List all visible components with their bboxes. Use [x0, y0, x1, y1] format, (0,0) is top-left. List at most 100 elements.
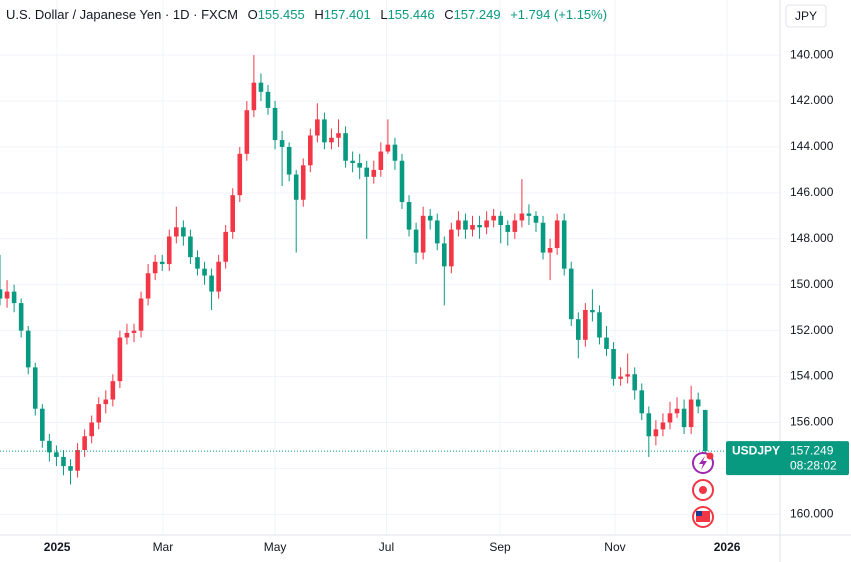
change: +1.794 (+1.15%): [510, 7, 607, 22]
x-tick-label: May: [264, 540, 287, 554]
candle-body: [674, 408, 680, 414]
header-title: U.S. Dollar / Japanese Yen · 1D · FXCM: [6, 7, 238, 22]
candle-body: [491, 215, 496, 221]
y-tick-label: 140.000: [790, 47, 834, 61]
candle-body: [554, 220, 560, 248]
ohlc-label: H: [314, 7, 323, 22]
event-icons: [692, 452, 714, 528]
y-tick-label: 148.000: [790, 231, 834, 245]
candle-body: [258, 82, 264, 92]
candle-body: [406, 202, 412, 230]
candle-body: [420, 215, 426, 253]
candle-body: [597, 312, 602, 338]
y-tick-label: 144.000: [790, 139, 834, 153]
candle-body: [138, 298, 144, 331]
candle-body: [54, 452, 59, 457]
candle-body: [498, 215, 504, 226]
y-tick-label: 154.000: [790, 369, 834, 383]
candle-body: [40, 408, 45, 441]
candle-body: [103, 399, 109, 405]
x-tick-label: 2026: [714, 540, 741, 554]
candle-body: [413, 229, 419, 253]
candle-body: [124, 332, 130, 338]
candle-body: [653, 429, 659, 437]
candle-body: [202, 268, 207, 276]
candle-body: [4, 291, 10, 299]
candle-body: [223, 231, 228, 262]
y-tick-label: 156.000: [790, 415, 834, 429]
candle-body: [145, 273, 151, 299]
ohlc-label: C: [444, 7, 453, 22]
candle-body: [456, 220, 461, 230]
candle-body: [89, 422, 94, 437]
ohlc-label: O: [248, 7, 258, 22]
candle-body: [32, 367, 38, 409]
candle-body: [477, 225, 482, 228]
candle-body: [159, 261, 165, 265]
y-tick-label: 152.000: [790, 323, 834, 337]
last-price-symbol: USDJPY: [732, 443, 780, 457]
candle-body: [25, 330, 31, 368]
event-glyph: [699, 456, 707, 470]
event-glyph: [699, 486, 707, 494]
candle-body: [611, 349, 616, 379]
candle-body: [639, 390, 645, 414]
candle-body: [216, 261, 221, 292]
x-tick-label: Nov: [604, 540, 625, 554]
header: U.S. Dollar / Japanese Yen · 1D · FXCM O…: [6, 7, 607, 22]
x-tick-label: Jul: [379, 540, 394, 554]
candle-body: [117, 337, 123, 382]
candle-body: [244, 110, 250, 154]
candle-body: [399, 160, 405, 203]
ohlc-value: 155.446: [388, 7, 435, 22]
candle-body: [131, 330, 137, 333]
ohlc-value: 157.401: [324, 7, 371, 22]
candle-body: [82, 436, 87, 451]
candle-body: [61, 456, 66, 467]
y-tick-label: 146.000: [790, 185, 834, 199]
candle-body: [688, 399, 694, 428]
y-tick-label: 160.000: [790, 507, 834, 521]
candle-body: [322, 119, 327, 143]
candle-body: [484, 220, 489, 228]
candle-body: [540, 222, 546, 253]
candle-body: [625, 374, 630, 377]
ohlc-label: L: [380, 7, 387, 22]
candle-body: [68, 466, 73, 471]
candle-body: [237, 153, 243, 196]
currency-box[interactable]: [785, 4, 827, 28]
candle-body: [681, 408, 687, 428]
candle-body: [583, 309, 588, 340]
candle-body: [166, 236, 172, 265]
candle-body: [385, 144, 391, 152]
candle-body: [174, 227, 179, 237]
candle-body: [329, 137, 334, 143]
candle-body: [96, 404, 102, 423]
candle-body: [702, 409, 708, 452]
candle-body: [547, 247, 553, 253]
event-glyph: [696, 511, 702, 516]
candle-body: [300, 165, 306, 200]
candle-body: [618, 376, 623, 379]
event-glyph: [696, 511, 710, 522]
candle-body: [343, 133, 348, 161]
candle-body: [512, 220, 518, 232]
last-price-value: 157.249: [790, 443, 834, 457]
y-tick-label: 150.000: [790, 277, 834, 291]
candle-body: [188, 236, 193, 258]
candle-body: [357, 163, 362, 168]
candle-body: [350, 160, 355, 164]
candle-body: [526, 213, 532, 216]
candle-body: [590, 309, 595, 313]
candle-body: [561, 220, 567, 269]
candle-body: [110, 381, 116, 400]
candle-body: [230, 195, 236, 232]
candle-body: [505, 225, 511, 232]
x-tick-label: 2025: [44, 540, 71, 554]
candle-body: [308, 135, 313, 166]
candle-body: [695, 399, 701, 407]
candle-body: [392, 144, 398, 161]
candle-body: [152, 261, 158, 274]
